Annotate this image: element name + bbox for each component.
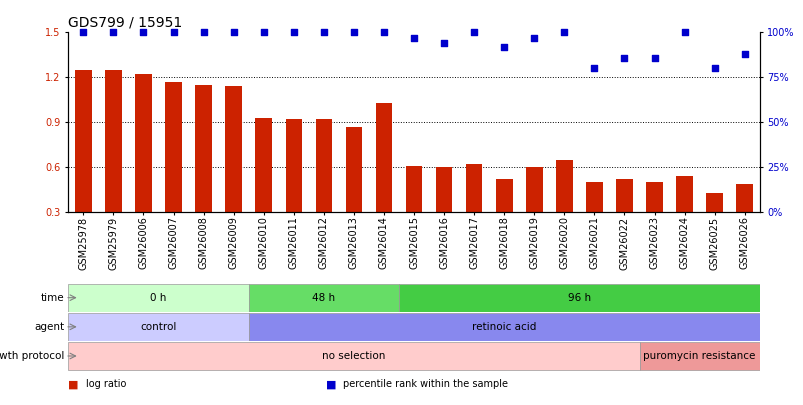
Bar — [615, 179, 632, 212]
Bar — [675, 176, 692, 212]
Bar — [68, 284, 248, 312]
Bar — [195, 85, 212, 212]
Bar — [435, 167, 452, 212]
Point — [528, 34, 540, 41]
Point — [737, 51, 750, 57]
Bar — [248, 313, 759, 341]
Point — [347, 29, 360, 36]
Bar — [406, 166, 422, 212]
Bar — [398, 284, 759, 312]
Point — [647, 54, 660, 61]
Bar — [345, 127, 361, 212]
Bar — [165, 82, 181, 212]
Text: 48 h: 48 h — [312, 293, 335, 303]
Point — [107, 29, 120, 36]
Text: 96 h: 96 h — [567, 293, 590, 303]
Point — [557, 29, 570, 36]
Point — [317, 29, 330, 36]
Point — [587, 65, 600, 72]
Text: retinoic acid: retinoic acid — [471, 322, 536, 332]
Point — [618, 54, 630, 61]
Text: agent: agent — [35, 322, 64, 332]
Point — [437, 40, 450, 47]
Bar — [255, 118, 271, 212]
Bar — [105, 70, 121, 212]
Bar — [706, 193, 722, 212]
Point — [257, 29, 270, 36]
Text: control: control — [141, 322, 177, 332]
Text: puromycin resistance: puromycin resistance — [642, 351, 755, 361]
Point — [167, 29, 180, 36]
Point — [137, 29, 149, 36]
Text: growth protocol: growth protocol — [0, 351, 64, 361]
Bar — [75, 70, 92, 212]
Point — [227, 29, 240, 36]
Point — [407, 34, 420, 41]
Bar — [495, 179, 512, 212]
Bar — [465, 164, 482, 212]
Point — [77, 29, 90, 36]
Bar — [316, 119, 332, 212]
Point — [197, 29, 210, 36]
Text: log ratio: log ratio — [86, 379, 126, 389]
Text: 0 h: 0 h — [150, 293, 166, 303]
Text: no selection: no selection — [322, 351, 385, 361]
Bar — [285, 119, 302, 212]
Text: percentile rank within the sample: percentile rank within the sample — [343, 379, 507, 389]
Point — [707, 65, 720, 72]
Bar — [638, 342, 759, 370]
Bar — [375, 103, 392, 212]
Bar — [556, 160, 572, 212]
Bar — [248, 284, 398, 312]
Text: ■: ■ — [68, 379, 79, 389]
Bar — [135, 75, 152, 212]
Bar — [646, 182, 662, 212]
Bar — [585, 182, 602, 212]
Point — [678, 29, 691, 36]
Bar — [68, 313, 248, 341]
Bar — [525, 167, 542, 212]
Text: time: time — [41, 293, 64, 303]
Point — [497, 44, 510, 50]
Point — [377, 29, 390, 36]
Text: GDS799 / 15951: GDS799 / 15951 — [68, 16, 182, 30]
Text: ■: ■ — [325, 379, 336, 389]
Bar — [68, 342, 638, 370]
Bar — [736, 184, 752, 212]
Bar — [225, 86, 242, 212]
Point — [467, 29, 480, 36]
Point — [287, 29, 300, 36]
